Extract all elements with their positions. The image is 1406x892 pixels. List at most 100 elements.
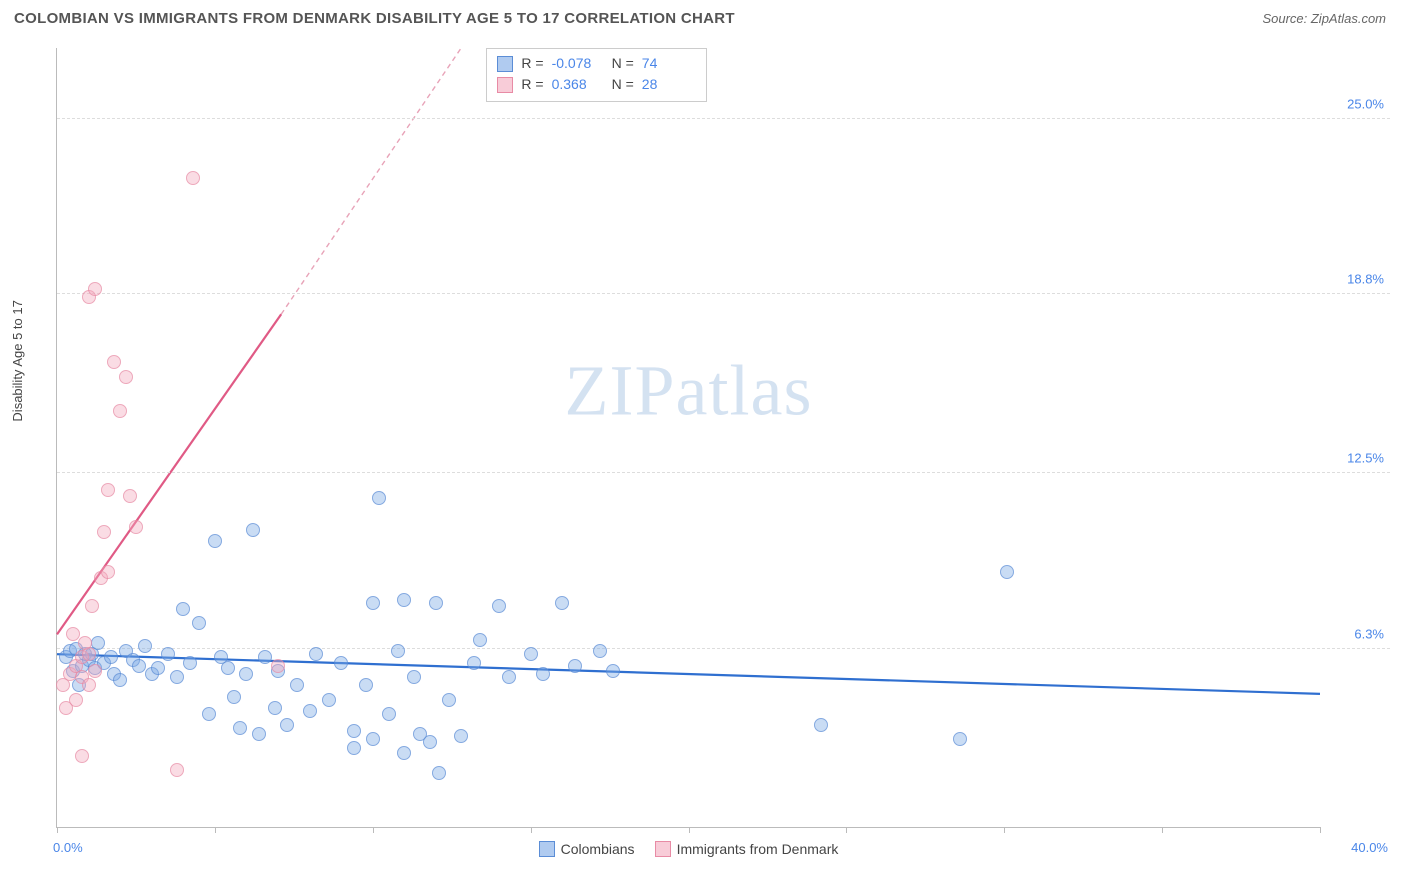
data-point bbox=[82, 647, 96, 661]
x-tick bbox=[531, 827, 532, 833]
data-point bbox=[492, 599, 506, 613]
data-point bbox=[442, 693, 456, 707]
data-point bbox=[239, 667, 253, 681]
legend-swatch-icon bbox=[497, 77, 513, 93]
data-point bbox=[271, 659, 285, 673]
stats-row: R = 0.368 N = 28 bbox=[497, 74, 693, 95]
stat-r-value: 0.368 bbox=[552, 74, 604, 95]
legend-item: Colombians bbox=[539, 841, 635, 857]
x-tick bbox=[1162, 827, 1163, 833]
legend-swatch-icon bbox=[539, 841, 555, 857]
gridline bbox=[57, 293, 1390, 294]
stat-r-value: -0.078 bbox=[552, 53, 604, 74]
chart-title: COLOMBIAN VS IMMIGRANTS FROM DENMARK DIS… bbox=[14, 10, 735, 27]
gridline bbox=[57, 118, 1390, 119]
data-point bbox=[192, 616, 206, 630]
data-point bbox=[66, 627, 80, 641]
data-point bbox=[119, 370, 133, 384]
data-point bbox=[280, 718, 294, 732]
data-point bbox=[208, 534, 222, 548]
data-point bbox=[429, 596, 443, 610]
data-point bbox=[347, 724, 361, 738]
data-point bbox=[233, 721, 247, 735]
data-point bbox=[82, 678, 96, 692]
data-point bbox=[536, 667, 550, 681]
data-point bbox=[397, 593, 411, 607]
y-tick-label: 12.5% bbox=[1347, 450, 1384, 465]
data-point bbox=[107, 355, 121, 369]
legend-label: Immigrants from Denmark bbox=[677, 841, 839, 857]
x-tick bbox=[373, 827, 374, 833]
data-point bbox=[252, 727, 266, 741]
data-point bbox=[132, 659, 146, 673]
data-point bbox=[138, 639, 152, 653]
data-point bbox=[151, 661, 165, 675]
stat-n-value: 74 bbox=[642, 53, 694, 74]
scatter-plot: ZIPatlas R =-0.078N =74R =0.368N =28 0.0… bbox=[56, 48, 1320, 828]
data-point bbox=[88, 282, 102, 296]
x-tick bbox=[215, 827, 216, 833]
data-point bbox=[91, 636, 105, 650]
data-point bbox=[524, 647, 538, 661]
data-point bbox=[953, 732, 967, 746]
x-tick bbox=[1320, 827, 1321, 833]
data-point bbox=[334, 656, 348, 670]
data-point bbox=[88, 664, 102, 678]
stat-r-label: R = bbox=[521, 74, 543, 95]
bottom-legend: Colombians Immigrants from Denmark bbox=[57, 841, 1320, 857]
data-point bbox=[407, 670, 421, 684]
data-point bbox=[568, 659, 582, 673]
data-point bbox=[104, 650, 118, 664]
data-point bbox=[221, 661, 235, 675]
gridline bbox=[57, 648, 1390, 649]
data-point bbox=[85, 599, 99, 613]
data-point bbox=[170, 763, 184, 777]
data-point bbox=[170, 670, 184, 684]
data-point bbox=[606, 664, 620, 678]
watermark: ZIPatlas bbox=[565, 349, 813, 432]
data-point bbox=[814, 718, 828, 732]
data-point bbox=[101, 483, 115, 497]
data-point bbox=[69, 693, 83, 707]
data-point bbox=[366, 732, 380, 746]
legend-item: Immigrants from Denmark bbox=[655, 841, 839, 857]
data-point bbox=[123, 489, 137, 503]
stat-r-label: R = bbox=[521, 53, 543, 74]
data-point bbox=[502, 670, 516, 684]
legend-swatch-icon bbox=[655, 841, 671, 857]
y-tick-label: 25.0% bbox=[1347, 96, 1384, 111]
data-point bbox=[202, 707, 216, 721]
y-tick-label: 6.3% bbox=[1354, 626, 1384, 641]
data-point bbox=[309, 647, 323, 661]
data-point bbox=[423, 735, 437, 749]
data-point bbox=[303, 704, 317, 718]
x-max-label: 40.0% bbox=[1351, 840, 1388, 855]
data-point bbox=[268, 701, 282, 715]
data-point bbox=[113, 404, 127, 418]
data-point bbox=[454, 729, 468, 743]
source-label: Source: ZipAtlas.com bbox=[1262, 11, 1386, 26]
x-tick bbox=[1004, 827, 1005, 833]
data-point bbox=[258, 650, 272, 664]
data-point bbox=[97, 525, 111, 539]
stat-n-value: 28 bbox=[642, 74, 694, 95]
data-point bbox=[113, 673, 127, 687]
data-point bbox=[129, 520, 143, 534]
gridline bbox=[57, 472, 1390, 473]
stats-box: R = -0.078 N = 74R = 0.368 N = 28 bbox=[486, 48, 706, 102]
data-point bbox=[391, 644, 405, 658]
y-tick-label: 18.8% bbox=[1347, 272, 1384, 287]
y-axis-label: Disability Age 5 to 17 bbox=[10, 300, 25, 421]
legend-swatch-icon bbox=[497, 56, 513, 72]
data-point bbox=[1000, 565, 1014, 579]
data-point bbox=[555, 596, 569, 610]
data-point bbox=[432, 766, 446, 780]
data-point bbox=[366, 596, 380, 610]
data-point bbox=[382, 707, 396, 721]
data-point bbox=[372, 491, 386, 505]
stat-n-label: N = bbox=[612, 74, 634, 95]
data-point bbox=[473, 633, 487, 647]
legend-label: Colombians bbox=[561, 841, 635, 857]
data-point bbox=[467, 656, 481, 670]
data-point bbox=[183, 656, 197, 670]
